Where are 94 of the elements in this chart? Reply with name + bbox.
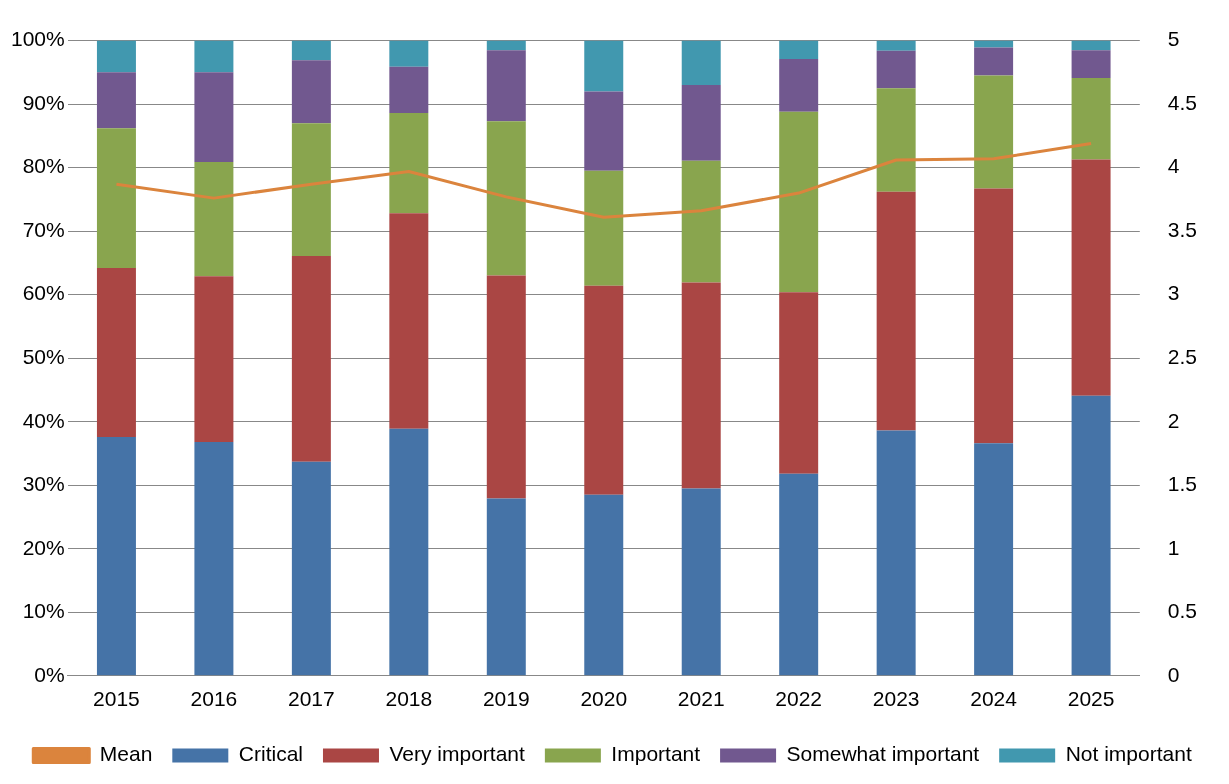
bar xyxy=(779,473,819,676)
bar xyxy=(779,59,819,112)
legend-label: Not important xyxy=(1065,742,1192,766)
y-tick-label: 10% xyxy=(22,599,65,623)
legend-label: Mean xyxy=(99,742,153,766)
bar xyxy=(779,292,819,474)
bar xyxy=(681,40,721,86)
x-tick-label: 2019 xyxy=(482,687,530,711)
bar xyxy=(876,40,916,51)
bar xyxy=(584,170,624,286)
bar xyxy=(389,40,429,67)
y-tick-label: 90% xyxy=(22,90,65,114)
bar xyxy=(96,40,136,73)
x-tick-label: 2016 xyxy=(190,687,238,711)
y2-tick-label: 2.5 xyxy=(1167,345,1198,368)
bar xyxy=(779,40,819,60)
bar xyxy=(389,66,429,114)
x-tick-label: 2025 xyxy=(1067,687,1115,711)
bar xyxy=(96,72,136,129)
bar xyxy=(681,488,721,676)
bar xyxy=(96,128,136,268)
bar xyxy=(389,428,429,676)
bar xyxy=(194,72,234,162)
bar xyxy=(486,40,526,51)
bar xyxy=(486,121,526,276)
bar xyxy=(291,60,331,124)
bar xyxy=(584,285,624,495)
x-tick-label: 2024 xyxy=(970,687,1018,711)
y2-tick-label: 3.5 xyxy=(1167,217,1198,241)
y-tick-label: 70% xyxy=(22,217,65,241)
bar xyxy=(584,40,624,92)
bar xyxy=(194,40,234,73)
x-tick-label: 2020 xyxy=(580,687,628,711)
bar xyxy=(974,40,1014,48)
bar xyxy=(974,188,1014,444)
y2-tick-label: 0 xyxy=(1167,662,1180,686)
bar xyxy=(584,494,624,676)
x-tick-label: 2022 xyxy=(775,687,823,711)
bar xyxy=(194,161,234,277)
bar xyxy=(389,213,429,429)
legend-label: Important xyxy=(611,742,701,766)
bar xyxy=(389,113,429,214)
bar xyxy=(876,430,916,676)
bar xyxy=(1071,159,1111,396)
bar xyxy=(1071,395,1111,676)
bar xyxy=(974,443,1014,676)
bar xyxy=(974,75,1014,189)
bar xyxy=(96,436,136,676)
bar xyxy=(876,50,916,89)
bar xyxy=(876,88,916,192)
y2-tick-label: 1 xyxy=(1167,535,1180,559)
y-tick-label: 50% xyxy=(22,345,65,368)
bar xyxy=(486,275,526,499)
bar xyxy=(681,160,721,283)
bar xyxy=(681,282,721,489)
y-tick-label: 60% xyxy=(22,281,65,305)
bar xyxy=(194,442,234,676)
x-tick-label: 2015 xyxy=(93,687,140,711)
bar xyxy=(584,91,624,171)
bar xyxy=(486,50,526,122)
y-tick-label: 80% xyxy=(22,154,65,178)
y2-tick-label: 3 xyxy=(1167,281,1180,305)
y-tick-label: 30% xyxy=(22,472,65,496)
y-tick-label: 0% xyxy=(34,662,65,686)
bar xyxy=(1071,50,1111,79)
y2-tick-label: 1.5 xyxy=(1167,472,1198,496)
x-tick-label: 2018 xyxy=(385,687,433,711)
y2-tick-label: 5 xyxy=(1167,27,1180,51)
bar xyxy=(1071,40,1111,51)
bar xyxy=(1071,78,1111,160)
y2-tick-label: 0.5 xyxy=(1167,599,1198,623)
legend-label: Critical xyxy=(238,742,303,766)
bar xyxy=(486,498,526,676)
bar xyxy=(96,268,136,437)
legend-label: Very important xyxy=(389,742,526,766)
bar xyxy=(194,276,234,443)
x-tick-label: 2021 xyxy=(677,687,725,711)
bar xyxy=(291,255,331,462)
bar xyxy=(876,191,916,431)
y-tick-label: 20% xyxy=(22,535,65,559)
y-tick-label: 40% xyxy=(22,408,65,432)
bar xyxy=(291,123,331,256)
bar xyxy=(291,461,331,676)
y2-tick-label: 4 xyxy=(1167,154,1180,178)
y2-tick-label: 4.5 xyxy=(1167,90,1198,114)
x-tick-label: 2023 xyxy=(872,687,920,711)
legend-label: Somewhat important xyxy=(786,742,980,766)
bar xyxy=(974,47,1014,76)
x-tick-label: 2017 xyxy=(288,687,335,711)
bar xyxy=(291,40,331,61)
bar xyxy=(779,111,819,293)
y2-tick-label: 2 xyxy=(1167,408,1180,432)
bar xyxy=(681,85,721,161)
y-tick-label: 100% xyxy=(10,27,65,51)
